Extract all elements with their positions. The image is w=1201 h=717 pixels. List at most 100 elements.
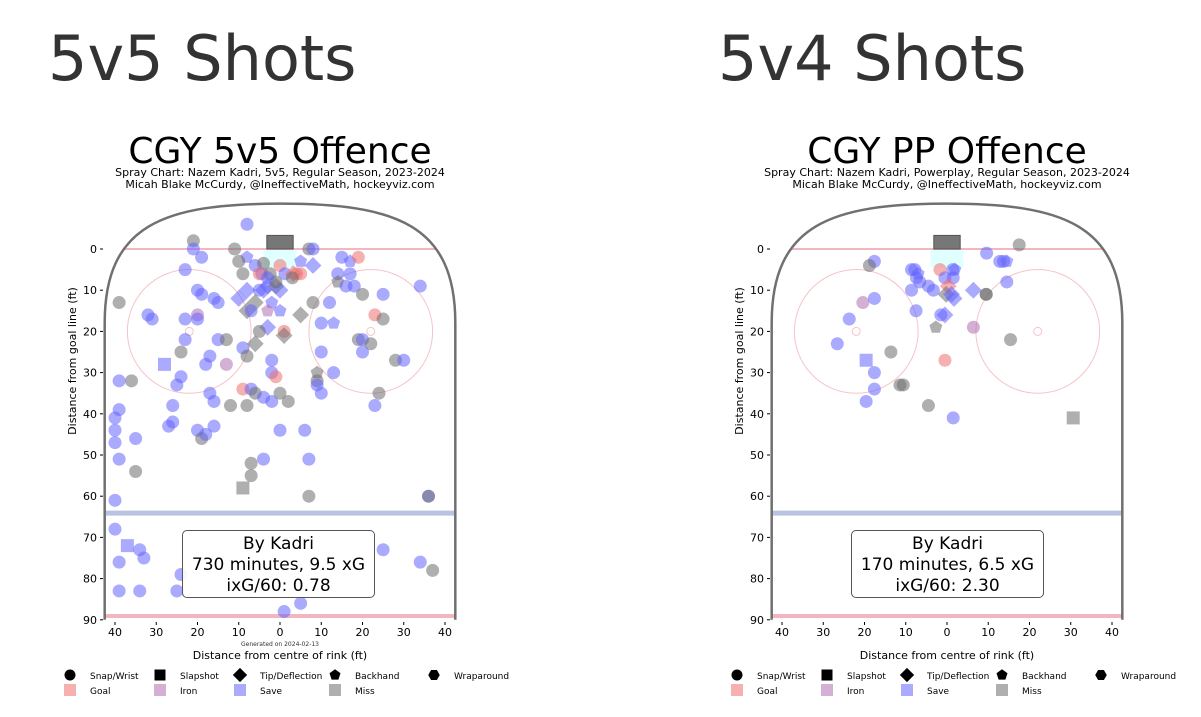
legend-label: Goal <box>757 687 778 697</box>
x-tick-label: 40 <box>438 626 452 639</box>
shot-save <box>195 250 209 264</box>
legend-swatch-iron <box>821 684 833 696</box>
goal-net <box>266 234 294 250</box>
shot-save <box>112 555 126 569</box>
shot-save <box>327 366 341 380</box>
legend-swatch-iron <box>154 684 166 696</box>
y-tick-label: 70 <box>750 531 764 544</box>
shot-save <box>145 312 159 326</box>
blue-line <box>104 510 456 516</box>
shot-miss <box>125 374 138 388</box>
shot-save <box>195 287 209 301</box>
y-tick-label: 60 <box>83 490 97 503</box>
shot-miss <box>306 296 320 310</box>
chart-title: CGY PP Offence <box>807 131 1087 172</box>
stats-line: By Kadri <box>243 534 314 554</box>
x-tick-label: 10 <box>232 626 246 639</box>
stats-line: ixG/60: 2.30 <box>895 576 1000 596</box>
legend-label: Miss <box>355 687 375 697</box>
legend-label: Goal <box>90 687 111 697</box>
shot-save <box>261 271 275 285</box>
shot-save <box>1000 275 1014 289</box>
chart-subtitle: Spray Chart: Nazem Kadri, Powerplay, Reg… <box>764 166 1130 179</box>
y-tick-label: 40 <box>83 408 97 421</box>
legend-marker-c <box>731 669 743 681</box>
shot-save <box>314 345 328 359</box>
x-tick-label: 20 <box>356 626 370 639</box>
shot-save <box>945 289 963 307</box>
shot-save <box>842 312 856 326</box>
shot-save <box>298 423 312 437</box>
shot-save <box>273 303 287 317</box>
shot-save <box>170 378 184 392</box>
shot-save <box>294 596 308 610</box>
y-tick-label: 50 <box>750 449 764 462</box>
shot-save <box>112 584 126 598</box>
shot-save <box>323 296 336 310</box>
x-tick-label: 0 <box>944 626 951 639</box>
shot-miss <box>244 456 258 470</box>
shot-miss <box>426 563 440 577</box>
legend-swatch-goal <box>64 684 76 696</box>
y-tick-label: 60 <box>750 490 764 503</box>
shot-miss <box>236 481 250 495</box>
shot-save <box>199 357 213 371</box>
goal-crease <box>263 249 297 268</box>
shot-miss <box>240 349 254 363</box>
shot-save <box>108 423 122 437</box>
shot-save <box>314 386 328 400</box>
y-tick-label: 50 <box>83 449 97 462</box>
shot-miss <box>285 271 299 285</box>
shot-save <box>331 267 345 281</box>
legend-swatch-miss <box>329 684 341 696</box>
shot-save <box>376 543 390 557</box>
heading-5v5: 5v5 Shots <box>48 22 357 95</box>
shot-iron <box>219 357 233 371</box>
x-tick-label: 10 <box>981 626 995 639</box>
stats-line: 170 minutes, 6.5 xG <box>860 555 1035 575</box>
legend-label: Backhand <box>1022 672 1067 682</box>
faceoff-circle <box>793 269 919 394</box>
shot-save <box>108 436 122 450</box>
y-tick-label: 20 <box>83 325 97 338</box>
y-tick-label: 70 <box>83 531 97 544</box>
shot-save <box>859 353 873 367</box>
legend-label: Slapshot <box>847 672 886 682</box>
faceoff-dot <box>366 326 376 336</box>
shot-goal <box>939 277 957 295</box>
stats-line: ixG/60: 0.78 <box>226 576 331 596</box>
shot-save <box>166 399 180 413</box>
shot-save <box>108 522 122 536</box>
legend-label: Save <box>260 687 283 697</box>
shot-save <box>178 312 192 326</box>
shot-save <box>302 452 316 466</box>
shot-iron <box>856 296 870 310</box>
x-axis-label: Distance from centre of rink (ft) <box>860 649 1034 662</box>
shot-miss <box>232 254 246 268</box>
x-tick-label: 30 <box>397 626 411 639</box>
faceoff-dot <box>1033 326 1043 336</box>
shot-save <box>186 242 200 256</box>
y-tick-label: 40 <box>750 408 764 421</box>
shot-save <box>946 411 960 425</box>
shot-save <box>347 279 361 293</box>
y-tick-label: 90 <box>750 614 764 627</box>
shot-save <box>304 257 322 274</box>
shot-save <box>867 366 881 380</box>
legend-label: Iron <box>180 687 197 697</box>
y-tick-label: 80 <box>83 573 97 586</box>
y-tick-label: 30 <box>83 367 97 380</box>
shot-save <box>397 353 411 367</box>
shot-miss <box>376 312 390 326</box>
shot-save <box>327 316 341 329</box>
shot-miss <box>236 267 250 281</box>
x-axis-label: Distance from centre of rink (ft) <box>193 649 367 662</box>
shot-miss <box>372 386 386 400</box>
shot-miss <box>257 256 270 270</box>
shot-save <box>859 394 873 408</box>
stats-line: 730 minutes, 9.5 xG <box>191 555 366 575</box>
shot-save <box>314 316 328 330</box>
shot-miss <box>240 399 254 413</box>
legend-label: Wraparound <box>454 672 509 682</box>
